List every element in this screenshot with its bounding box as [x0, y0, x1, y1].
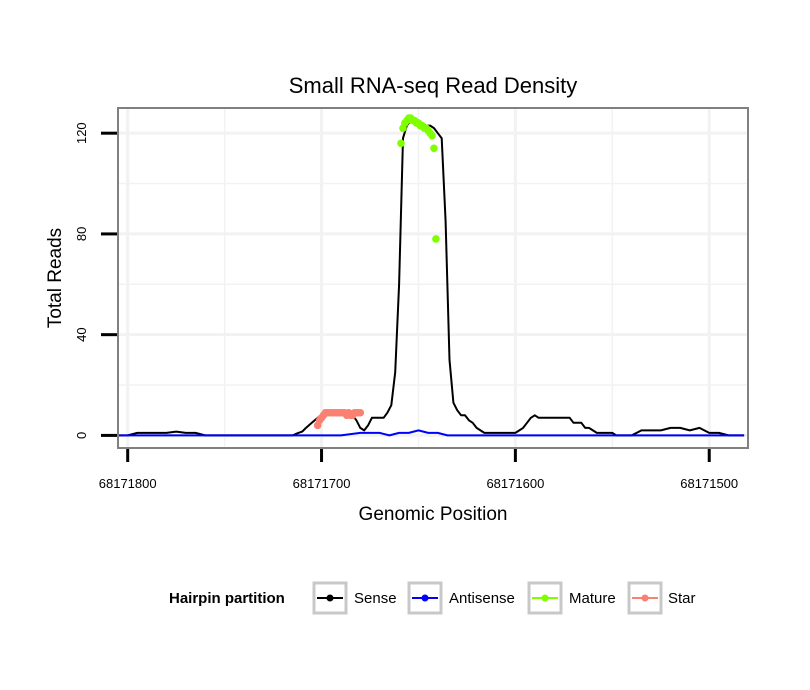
- x-axis-title: Genomic Position: [359, 504, 508, 525]
- panel-frame: [117, 107, 749, 449]
- legend-key-dot: [641, 594, 649, 602]
- x-tick-label: 68171500: [680, 476, 738, 491]
- data-point-mature: [397, 139, 405, 148]
- series-layer: [118, 114, 745, 437]
- data-point-mature: [432, 235, 440, 243]
- legend-key-dot: [541, 594, 549, 602]
- y-tick-label: 120: [74, 122, 89, 144]
- legend-label-star: Star: [668, 590, 696, 607]
- y-tick-label: 80: [74, 227, 89, 241]
- x-axis: 68171800 68171700 68171600 68171500: [99, 449, 738, 491]
- legend-key-dot: [326, 594, 334, 602]
- x-tick-label: 68171800: [99, 476, 157, 491]
- legend-label-sense: Sense: [354, 590, 397, 607]
- legend-key-antisense: Antisense: [407, 581, 515, 615]
- legend-title: Hairpin partition: [169, 590, 285, 607]
- y-tick-label: 0: [74, 432, 89, 439]
- data-point-star: [356, 408, 365, 417]
- data-point-mature: [430, 144, 438, 153]
- series-line-sense: [118, 117, 745, 437]
- legend-key-star: Star: [627, 581, 696, 615]
- series-line-antisense: [118, 429, 745, 437]
- legend-key-mature: Mature: [527, 581, 616, 615]
- chart-title: Small RNA-seq Read Density: [289, 73, 578, 98]
- y-axis: 0 40 80 120: [74, 122, 117, 439]
- legend-key-dot: [421, 594, 429, 602]
- x-tick-label: 68171600: [486, 476, 544, 491]
- y-tick-label: 40: [74, 327, 89, 341]
- y-axis-title: Total Reads: [45, 228, 66, 328]
- plot-panel: [117, 107, 749, 449]
- panel-background: [118, 108, 748, 448]
- legend: Hairpin partition Sense Antisense Mature…: [169, 581, 696, 615]
- legend-key-sense: Sense: [312, 581, 397, 615]
- x-tick-label: 68171700: [293, 476, 351, 491]
- data-point-mature: [428, 131, 436, 140]
- legend-label-antisense: Antisense: [449, 590, 515, 607]
- legend-label-mature: Mature: [569, 590, 616, 607]
